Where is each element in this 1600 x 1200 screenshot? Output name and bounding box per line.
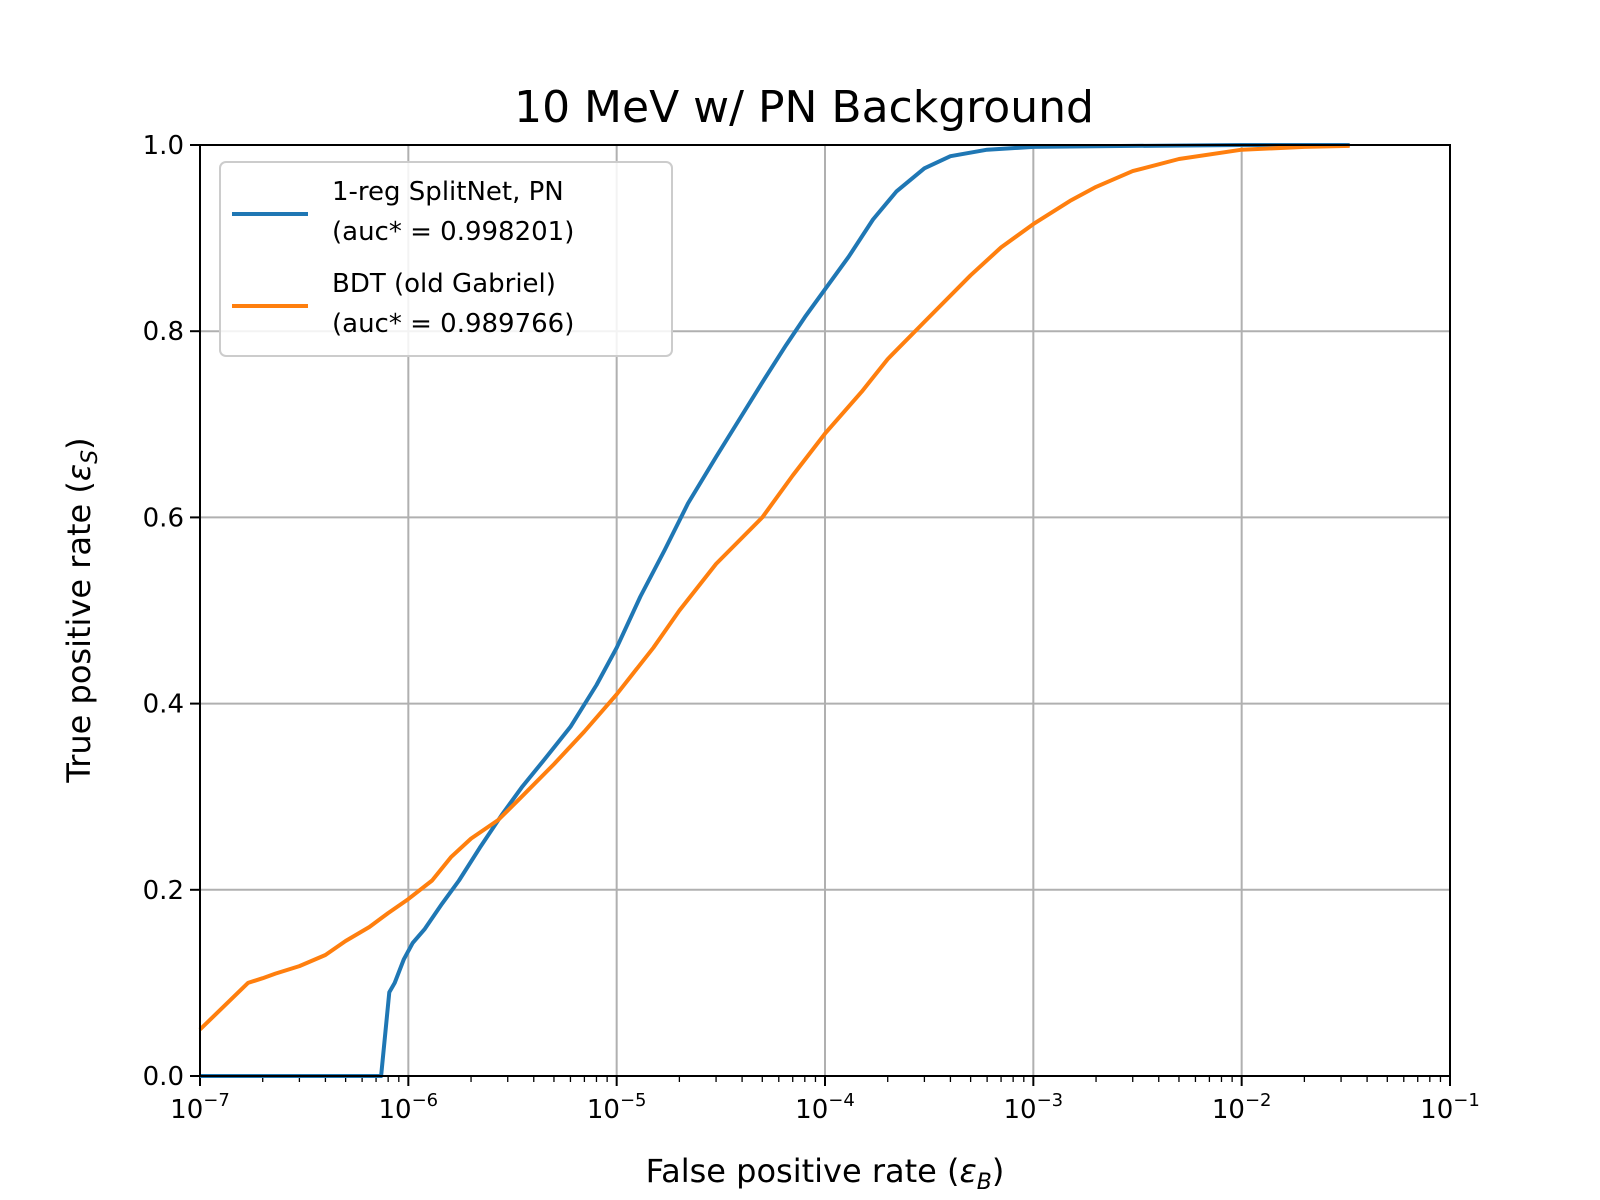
x-tick-base: 10 — [587, 1095, 620, 1125]
x-axis-label: False positive rate (εB) — [646, 1152, 1005, 1195]
x-tick-label: 10−5 — [587, 1090, 647, 1125]
x-tick-labels: 10−7 10−6 10−5 10−4 10−3 10−2 10−1 — [170, 1090, 1480, 1125]
y-tick-label: 0.0 — [143, 1062, 184, 1092]
x-tick-exponent: −1 — [1453, 1090, 1480, 1111]
legend-label-splitnet-line2: (auc* = 0.998201) — [332, 217, 574, 247]
y-tick-label: 1.0 — [143, 131, 184, 161]
x-axis-label-close: ) — [992, 1152, 1004, 1190]
x-tick-exponent: −4 — [828, 1090, 855, 1111]
y-tick-label: 0.6 — [143, 503, 184, 533]
x-axis-label-sub: B — [977, 1170, 992, 1195]
x-tick-base: 10 — [1004, 1095, 1037, 1125]
legend: 1-reg SplitNet, PN (auc* = 0.998201) BDT… — [219, 161, 673, 357]
series-line-bdt — [198, 143, 1350, 1031]
x-tick-base: 10 — [1212, 1095, 1245, 1125]
x-tick-exponent: −5 — [620, 1090, 647, 1111]
chart-title: 10 MeV w/ PN Background — [514, 82, 1094, 133]
x-axis-label-symbol: ε — [959, 1152, 976, 1190]
y-axis-label-symbol: ε — [60, 464, 98, 481]
series-line-splitnet — [200, 143, 1350, 1078]
y-tick-labels: 0.0 0.2 0.4 0.6 0.8 1.0 — [143, 131, 184, 1092]
x-axis-label-main: False positive rate ( — [646, 1152, 960, 1190]
x-tick-base: 10 — [170, 1095, 203, 1125]
plot-frame — [199, 144, 1451, 1077]
x-tick-exponent: −3 — [1037, 1090, 1064, 1111]
y-tick-label: 0.8 — [143, 317, 184, 347]
x-tick-label: 10−4 — [795, 1090, 855, 1125]
y-axis-label: True positive rate (εS) — [60, 437, 103, 783]
x-tick-base: 10 — [795, 1095, 828, 1125]
y-axis-label-close: ) — [60, 437, 98, 449]
y-axis-label-sub: S — [78, 450, 103, 464]
x-tick-exponent: −6 — [412, 1090, 439, 1111]
x-tick-label: 10−1 — [1420, 1090, 1480, 1125]
legend-label-bdt-line1: BDT (old Gabriel) — [332, 269, 556, 299]
x-tick-exponent: −2 — [1245, 1090, 1272, 1111]
legend-label-bdt-line2: (auc* = 0.989766) — [332, 309, 574, 339]
y-axis-label-main: True positive rate ( — [60, 481, 98, 783]
x-tick-label: 10−2 — [1212, 1090, 1272, 1125]
series-layer — [198, 143, 1350, 1078]
legend-box — [219, 161, 673, 357]
x-tick-base: 10 — [1420, 1095, 1453, 1125]
y-tick-label: 0.2 — [143, 876, 184, 906]
x-tick-label: 10−3 — [1004, 1090, 1064, 1125]
x-tick-base: 10 — [379, 1095, 412, 1125]
x-tick-label: 10−6 — [379, 1090, 439, 1125]
x-tick-exponent: −7 — [203, 1090, 230, 1111]
x-tick-label: 10−7 — [170, 1090, 230, 1125]
y-tick-label: 0.4 — [143, 690, 184, 720]
legend-label-splitnet-line1: 1-reg SplitNet, PN — [332, 177, 564, 207]
